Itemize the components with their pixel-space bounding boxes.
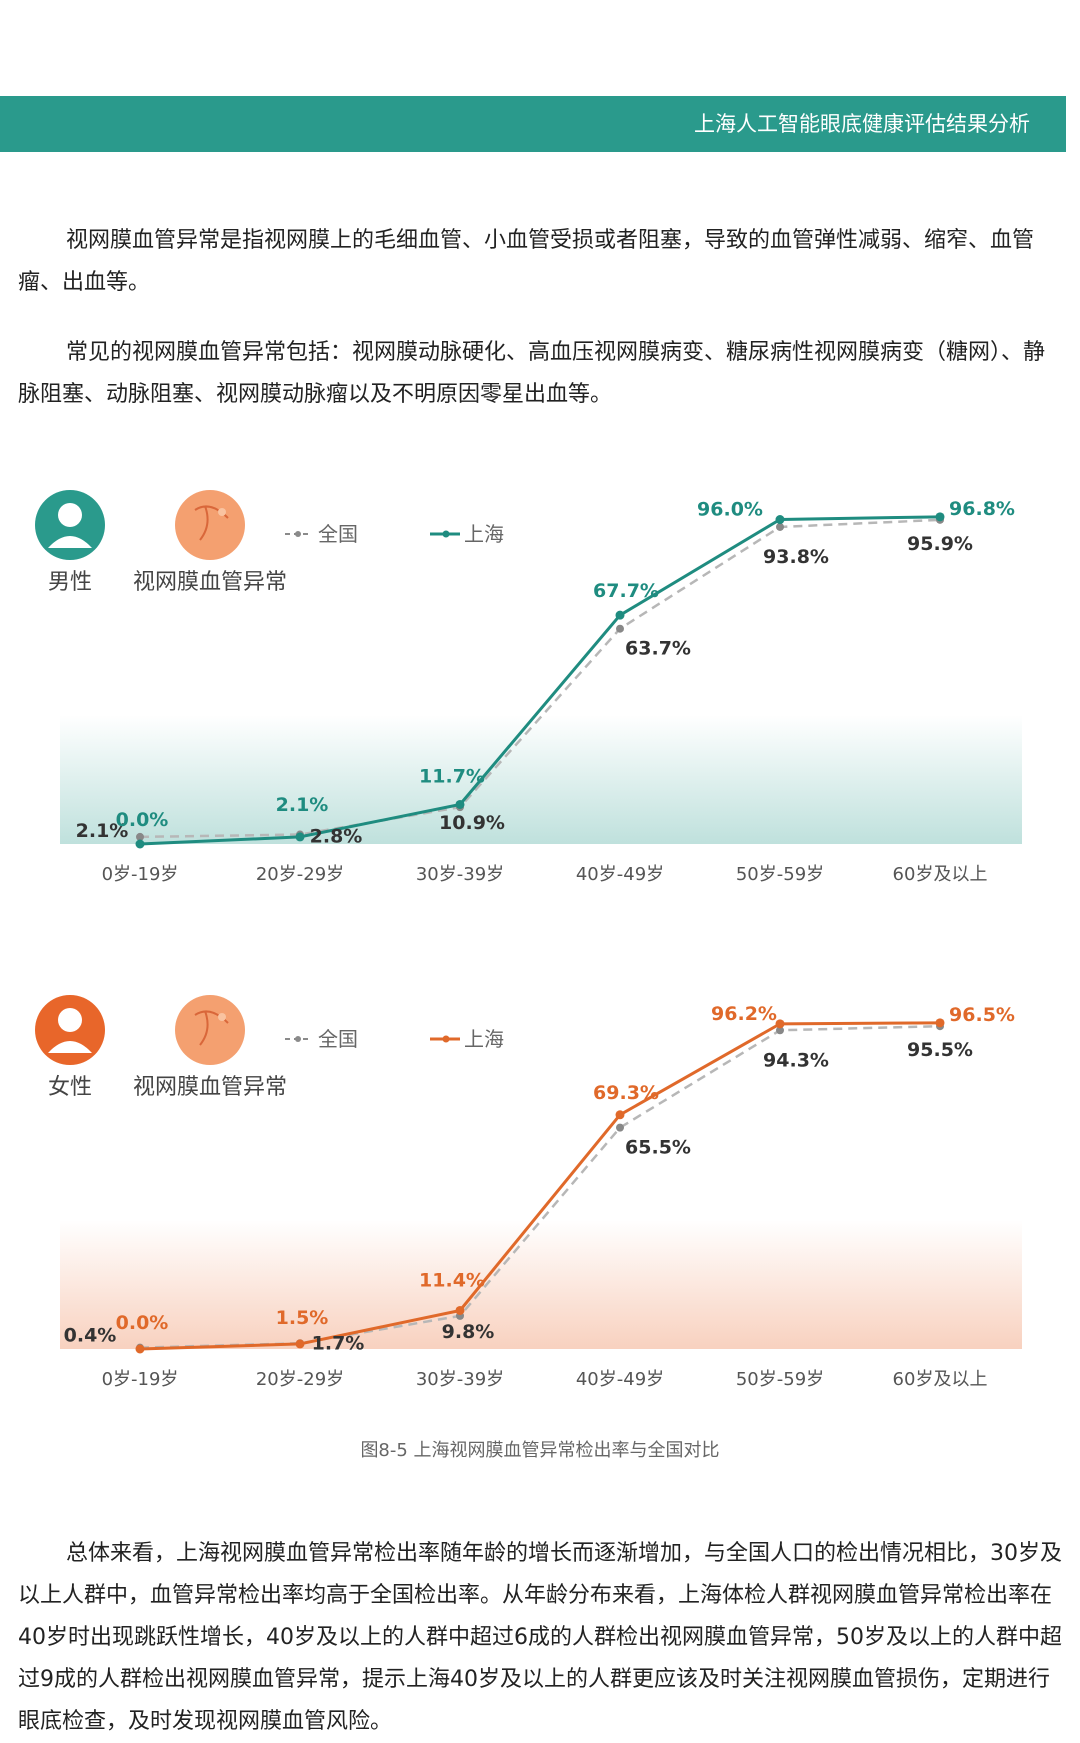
national-data-label: 0.4% [64, 1325, 117, 1347]
gender-label: 女性 [48, 1075, 92, 1100]
shanghai-point [615, 610, 625, 620]
male-chart: 男性 视网膜血管异常 全国 上海 2.1% 2.8% 10.9% 63.7% 93.8% 95.9… [35, 490, 1022, 885]
x-tick-label: 50岁-59岁 [736, 864, 824, 885]
shanghai-point [615, 1110, 625, 1120]
legend-shanghai-label: 上海 [464, 1027, 504, 1051]
shanghai-data-label: 96.8% [949, 498, 1015, 520]
summary-paragraph: 总体来看，上海视网膜血管异常检出率随年龄的增长而逐渐增加，与全国人口的检出情况相… [18, 1541, 1062, 1734]
national-data-label: 65.5% [625, 1137, 691, 1159]
topic-label: 视网膜血管异常 [133, 570, 287, 595]
shanghai-data-label: 11.7% [419, 765, 485, 787]
shanghai-point [935, 512, 945, 522]
x-tick-label: 30岁-39岁 [416, 1369, 504, 1390]
retina-icon [175, 490, 245, 560]
x-tick-label: 30岁-39岁 [416, 864, 504, 885]
national-point [136, 832, 144, 841]
national-data-label: 2.1% [76, 820, 129, 842]
national-series-line [139, 1024, 941, 1349]
shanghai-data-label: 67.7% [593, 580, 659, 602]
shanghai-data-label: 96.5% [949, 1004, 1015, 1026]
x-tick-label: 40岁-49岁 [576, 1369, 664, 1390]
national-data-label: 2.8% [310, 826, 363, 848]
national-data-label: 10.9% [439, 812, 505, 834]
national-data-label: 94.3% [763, 1049, 829, 1071]
legend-national-label: 全国 [318, 1027, 358, 1051]
intro-paragraph-1: 视网膜血管异常是指视网膜上的毛细血管、小血管受损或者阻塞，导致的血管弹性减弱、缩… [18, 228, 1035, 295]
national-data-label: 93.8% [763, 546, 829, 568]
x-tick-label: 60岁及以上 [893, 864, 988, 885]
x-tick-label: 40岁-49岁 [576, 864, 664, 885]
shanghai-point [295, 1339, 305, 1349]
x-tick-label: 0岁-19岁 [102, 864, 179, 885]
legend-shanghai-label: 上海 [464, 522, 504, 546]
shanghai-data-label: 0.0% [116, 809, 169, 831]
national-point [616, 624, 624, 633]
shanghai-data-label: 2.1% [276, 794, 329, 816]
x-tick-label: 0岁-19岁 [102, 1369, 179, 1390]
shanghai-data-label: 11.4% [419, 1269, 485, 1291]
shanghai-point [775, 1019, 785, 1029]
shanghai-point [135, 839, 145, 849]
baseline-band [60, 1220, 1022, 1349]
legend-shanghai-marker [442, 530, 450, 538]
shanghai-data-label: 96.0% [697, 499, 763, 521]
shanghai-point [295, 832, 305, 842]
shanghai-data-label: 1.5% [276, 1307, 329, 1329]
topic-label: 视网膜血管异常 [133, 1075, 287, 1100]
national-data-label: 95.9% [907, 533, 973, 555]
gender-label: 男性 [48, 570, 92, 595]
shanghai-data-label: 0.0% [116, 1312, 169, 1334]
shanghai-data-label: 69.3% [593, 1082, 659, 1104]
x-tick-label: 20岁-29岁 [256, 864, 344, 885]
figure-caption: 图8-5 上海视网膜血管异常检出率与全国对比 [360, 1440, 720, 1461]
shanghai-point [455, 799, 465, 809]
national-data-label: 1.7% [312, 1332, 365, 1354]
national-point [776, 522, 784, 531]
male-user-icon [35, 490, 105, 560]
x-tick-label: 50岁-59岁 [736, 1369, 824, 1390]
female-user-icon [35, 995, 105, 1065]
shanghai-point [455, 1305, 465, 1315]
shanghai-point [775, 515, 785, 525]
legend-national-marker [295, 1036, 301, 1042]
shanghai-series-line [139, 1021, 941, 1351]
shanghai-series-line [139, 515, 941, 846]
header-band: 上海人工智能眼底健康评估结果分析 [0, 96, 1066, 152]
shanghai-data-label: 96.2% [711, 1003, 777, 1025]
shanghai-point [935, 1018, 945, 1028]
female-chart: 女性 视网膜血管异常 全国 上海 0.4% 1.7% 9.8% 65.5% 94.3% 95.5%… [35, 995, 1022, 1390]
x-tick-label: 20岁-29岁 [256, 1369, 344, 1390]
x-tick-label: 60岁及以上 [893, 1369, 988, 1390]
legend-national-marker [295, 531, 301, 537]
national-data-label: 95.5% [907, 1039, 973, 1061]
national-point [776, 1026, 784, 1035]
legend-shanghai-marker [442, 1035, 450, 1043]
intro-paragraph-2: 常见的视网膜血管异常包括：视网膜动脉硬化、高血压视网膜病变、糖尿病性视网膜病变（… [18, 340, 1046, 407]
retina-icon [175, 995, 245, 1065]
shanghai-point [135, 1344, 145, 1354]
national-point [616, 1123, 624, 1132]
national-series-line [139, 518, 941, 839]
legend-national-label: 全国 [318, 522, 358, 546]
national-data-label: 9.8% [442, 1321, 495, 1343]
national-data-label: 63.7% [625, 638, 691, 660]
baseline-band [60, 715, 1022, 844]
page-header-title: 上海人工智能眼底健康评估结果分析 [694, 112, 1030, 136]
